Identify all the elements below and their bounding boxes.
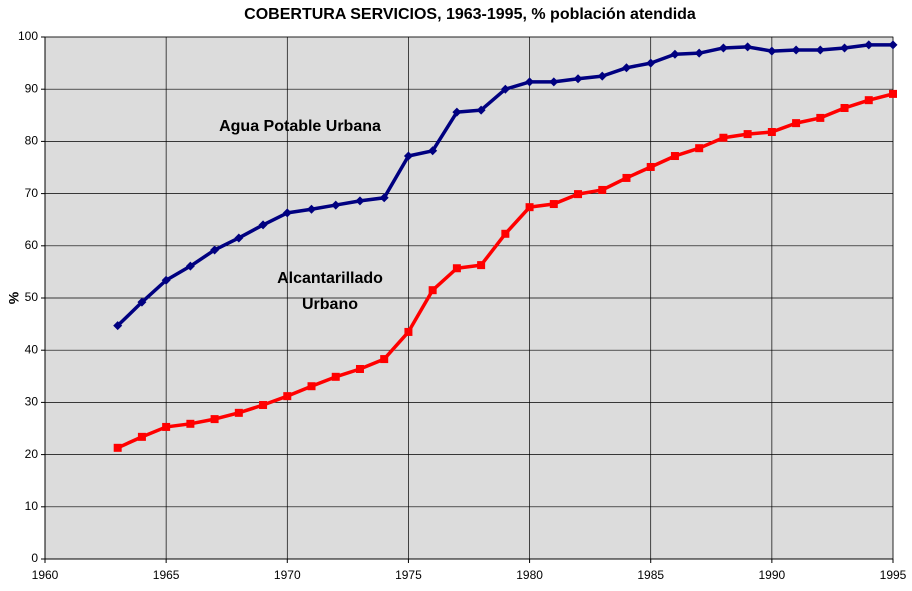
chart-title: COBERTURA SERVICIOS, 1963-1995, % poblac… xyxy=(244,6,696,23)
point xyxy=(476,105,486,115)
y-tick-label: 100 xyxy=(18,29,38,43)
point xyxy=(452,107,462,117)
point xyxy=(718,43,728,53)
point xyxy=(670,49,680,59)
y-tick-label: 60 xyxy=(25,238,39,252)
point xyxy=(525,77,535,87)
point xyxy=(840,43,850,53)
point xyxy=(452,264,461,273)
annotation: Agua Potable Urbana xyxy=(219,118,381,135)
point xyxy=(864,96,873,105)
point xyxy=(888,40,898,50)
point xyxy=(137,297,147,307)
point xyxy=(403,151,413,161)
point xyxy=(380,355,389,364)
point xyxy=(549,77,559,87)
x-tick-label: 1965 xyxy=(153,568,180,582)
point xyxy=(597,71,607,81)
point xyxy=(355,364,364,373)
y-tick-label: 10 xyxy=(25,499,39,513)
point xyxy=(574,190,583,199)
x-tick-label: 1970 xyxy=(274,568,301,582)
point xyxy=(307,204,317,214)
point xyxy=(404,327,413,336)
y-tick-label: 70 xyxy=(25,186,39,200)
point xyxy=(767,46,777,56)
point xyxy=(815,45,825,55)
point xyxy=(767,128,776,137)
x-tick-label: 1995 xyxy=(880,568,907,582)
x-tick-label: 1975 xyxy=(395,568,422,582)
point xyxy=(525,203,534,212)
point xyxy=(549,200,558,209)
y-axis-label: % xyxy=(6,291,22,304)
point xyxy=(234,408,243,417)
point xyxy=(161,275,171,285)
point xyxy=(646,58,656,68)
point xyxy=(501,229,510,238)
point xyxy=(889,89,897,98)
point xyxy=(719,133,728,142)
point xyxy=(694,48,704,58)
point xyxy=(113,321,123,331)
point xyxy=(185,261,195,271)
y-tick-label: 0 xyxy=(31,551,38,565)
point xyxy=(816,113,825,122)
point xyxy=(621,63,631,73)
x-tick-label: 1990 xyxy=(759,568,786,582)
point xyxy=(646,162,655,171)
point xyxy=(210,245,220,255)
point xyxy=(331,200,341,210)
point xyxy=(162,422,171,431)
y-tick-label: 80 xyxy=(25,134,39,148)
point xyxy=(113,443,122,452)
point xyxy=(428,286,437,295)
annotation: Alcantarillado Urbano xyxy=(277,270,383,313)
point xyxy=(210,415,219,424)
point xyxy=(282,208,292,218)
point xyxy=(186,419,195,428)
point xyxy=(428,146,438,156)
x-tick-label: 1960 xyxy=(32,568,59,582)
y-tick-label: 20 xyxy=(25,447,39,461)
point xyxy=(840,103,849,112)
x-tick-label: 1980 xyxy=(516,568,543,582)
point xyxy=(792,119,801,128)
point xyxy=(864,40,874,50)
point xyxy=(259,401,268,410)
point xyxy=(791,45,801,55)
point xyxy=(307,382,316,391)
point xyxy=(477,261,486,270)
point xyxy=(500,84,510,94)
y-tick-label: 50 xyxy=(25,290,39,304)
point xyxy=(355,196,365,206)
point xyxy=(670,152,679,161)
point xyxy=(743,42,753,52)
point xyxy=(258,220,268,230)
y-tick-label: 30 xyxy=(25,395,39,409)
point xyxy=(743,130,752,139)
y-tick-label: 90 xyxy=(25,81,39,95)
point xyxy=(283,392,292,401)
y-tick-label: 40 xyxy=(25,342,39,356)
point xyxy=(137,432,146,441)
point xyxy=(234,233,244,243)
point xyxy=(622,173,631,182)
point xyxy=(379,193,389,203)
point xyxy=(695,144,704,153)
x-tick-label: 1985 xyxy=(637,568,664,582)
point xyxy=(573,74,583,84)
point xyxy=(598,185,607,194)
point xyxy=(331,372,340,381)
